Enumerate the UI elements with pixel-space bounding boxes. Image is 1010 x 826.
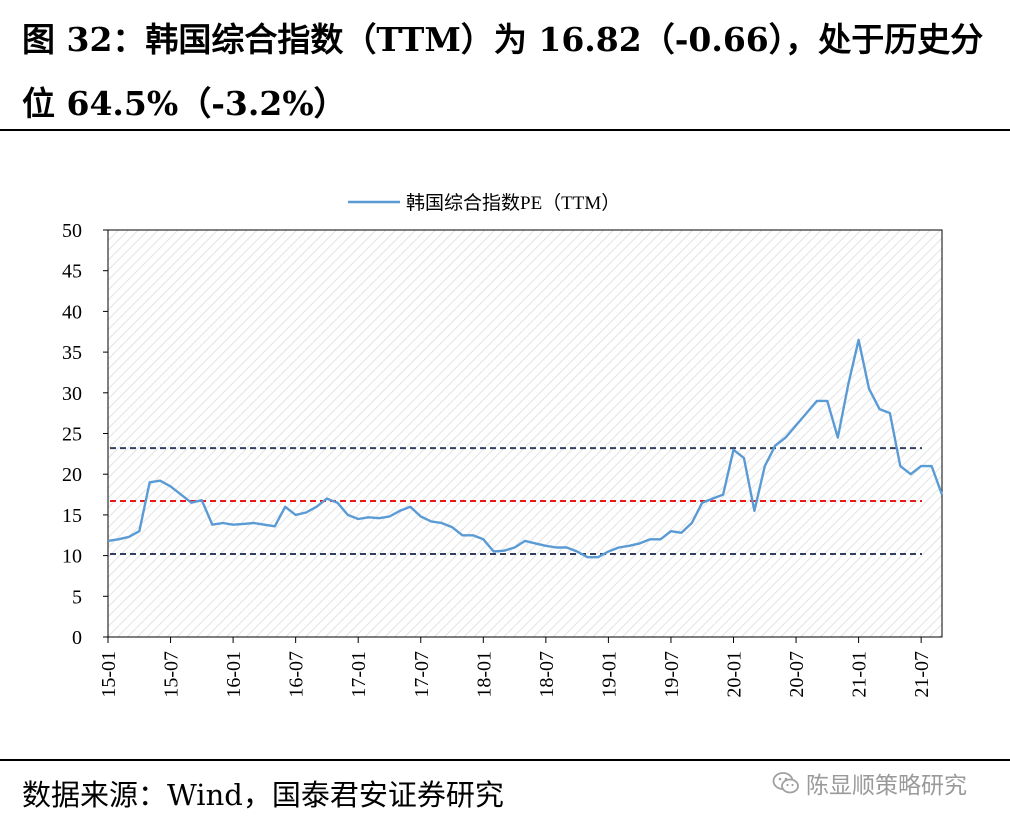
legend-label: 韩国综合指数PE（TTM） bbox=[406, 192, 620, 214]
y-tick-label: 10 bbox=[62, 546, 82, 568]
series-line-0 bbox=[107, 338, 944, 559]
x-tick-label: 19-01 bbox=[598, 651, 620, 698]
page-title: 图 32：韩国综合指数（TTM）为 16.82（-0.66），处于历史分位 64… bbox=[22, 20, 984, 123]
reference-lines bbox=[110, 447, 922, 555]
plot-area bbox=[107, 229, 943, 638]
x-tick-label: 20-07 bbox=[786, 651, 808, 698]
watermark-text: 陈显顺策略研究 bbox=[806, 773, 967, 799]
y-tick-label: 30 bbox=[62, 383, 82, 405]
watermark: 陈显顺策略研究 bbox=[772, 768, 967, 799]
y-tick-label: 35 bbox=[62, 342, 82, 364]
data-source-note: 数据来源：Wind，国泰君安证券研究 bbox=[22, 778, 504, 812]
y-tick-label: 15 bbox=[62, 505, 82, 527]
y-tick-label: 50 bbox=[62, 220, 82, 242]
plot-background bbox=[108, 230, 942, 637]
chart-legend: 韩国综合指数PE（TTM） bbox=[348, 192, 620, 214]
top-divider bbox=[0, 129, 1010, 131]
y-axis: 0 5 10 15 20 25 30 35 40 45 50 bbox=[62, 220, 108, 649]
series-layer bbox=[107, 338, 944, 559]
y-tick-label: 0 bbox=[72, 627, 82, 649]
x-tick-label: 16-01 bbox=[223, 651, 245, 698]
y-tick-label: 20 bbox=[62, 464, 82, 486]
x-tick-label: 18-01 bbox=[473, 651, 495, 698]
pe-line-chart: 韩国综合指数PE（TTM） 0 5 10 15 20 25 30 35 40 45 50 15-01… bbox=[62, 192, 944, 698]
wechat-icon bbox=[772, 772, 799, 794]
x-tick-label: 20-01 bbox=[724, 651, 746, 698]
x-tick-label: 15-01 bbox=[98, 651, 120, 698]
y-tick-label: 5 bbox=[72, 586, 82, 608]
y-tick-label: 25 bbox=[62, 424, 82, 446]
x-tick-label: 17-07 bbox=[411, 651, 433, 698]
x-tick-label: 16-07 bbox=[286, 651, 308, 698]
x-tick-label: 15-07 bbox=[161, 651, 183, 698]
y-tick-label: 40 bbox=[62, 301, 82, 323]
x-tick-label: 21-01 bbox=[849, 651, 871, 698]
x-axis: 15-01 15-07 16-01 16-07 17-01 17-07 18-01 18-07… bbox=[98, 637, 933, 698]
x-tick-label: 18-07 bbox=[536, 651, 558, 698]
bottom-divider bbox=[0, 759, 1010, 761]
y-tick-label: 45 bbox=[62, 261, 82, 283]
x-tick-label: 19-07 bbox=[661, 651, 683, 698]
x-tick-label: 21-07 bbox=[911, 651, 933, 698]
x-tick-label: 17-01 bbox=[348, 651, 370, 698]
